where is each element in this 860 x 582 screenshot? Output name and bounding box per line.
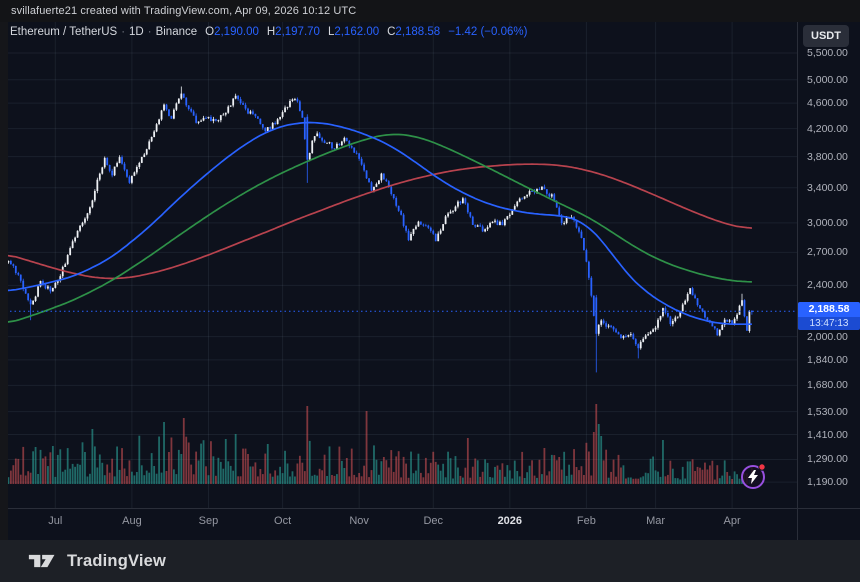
time-tick-label: Jul [48,515,63,527]
tradingview-logo[interactable]: TradingView [28,549,166,573]
price-tick-label: 3,000.00 [807,216,848,229]
tradingview-logo-text: TradingView [67,551,167,570]
price-tick-label: 1,840.00 [807,353,848,366]
price-tick-label: 4,600.00 [807,97,848,110]
lightning-icon [741,463,766,489]
price-tick-label: 4,200.00 [807,122,848,135]
last-price-badge: 2,188.58 13:47:13 [798,302,860,331]
footer-bar: TradingView [0,540,860,582]
time-tick-label: Nov [349,515,369,527]
chart-left-margin [0,22,8,540]
volume-bars [0,404,753,484]
last-price-value: 2,188.58 [798,302,860,318]
currency-toggle-button[interactable]: USDT [803,25,849,47]
attribution-bar: svillafuerte21 created with TradingView.… [0,0,860,22]
ma-mid-line [0,133,752,324]
time-tick-label: Dec [423,515,444,527]
price-axis[interactable]: 5,500.00 5,000.00 4,600.00 4,200.00 3,800.00… [797,22,860,508]
time-tick-label: Apr [723,515,741,527]
symbol-title[interactable]: Ethereum / TetherUS · 1D · Binance [10,26,198,38]
ohlc-open: O2,190.00 [205,26,259,38]
ma-slow-line [0,163,753,280]
attribution-text: svillafuerte21 created with TradingView.… [11,5,357,17]
time-tick-label: Oct [274,515,292,527]
candlesticks [0,86,753,373]
bar-countdown: 13:47:13 [798,317,860,331]
interval-label: 1D [129,26,144,38]
price-tick-label: 5,000.00 [807,73,848,86]
ohlc-high: H2,197.70 [266,26,320,38]
tradingview-logo-icon [28,554,55,568]
exchange-label: Binance [155,26,198,38]
lightning-button[interactable] [737,461,769,493]
change-value: −1.42 (−0.06%) [448,26,528,38]
price-tick-label: 1,410.00 [807,428,848,441]
price-tick-label: 2,400.00 [807,279,848,292]
time-tick-label: 2026 [497,515,523,527]
time-axis[interactable]: Jul Aug Sep Oct Nov Dec 2026 Feb Mar Apr [0,508,860,540]
price-tick-label: 5,500.00 [807,47,848,59]
price-tick-label: 1,530.00 [807,405,848,418]
time-tick-label: Mar [646,515,666,527]
ohlc-close: C2,188.58 [387,26,441,38]
symbol-legend: Ethereum / TetherUS · 1D · Binance O2,190.00… [10,26,535,38]
price-tick-label: 1,190.00 [807,476,848,489]
price-tick-label: 1,290.00 [807,453,848,466]
ohlc-low: L2,162.00 [327,26,380,38]
time-tick-label: Feb [576,515,596,527]
price-tick-label: 2,000.00 [807,330,848,343]
time-tick-label: Sep [198,515,219,527]
price-tick-label: 1,680.00 [807,379,848,392]
ma-fast-line [0,121,752,326]
time-tick-label: Aug [122,515,142,527]
price-tick-label: 3,800.00 [807,150,848,163]
price-tick-label: 3,400.00 [807,181,848,194]
price-tick-label: 2,700.00 [807,246,848,259]
